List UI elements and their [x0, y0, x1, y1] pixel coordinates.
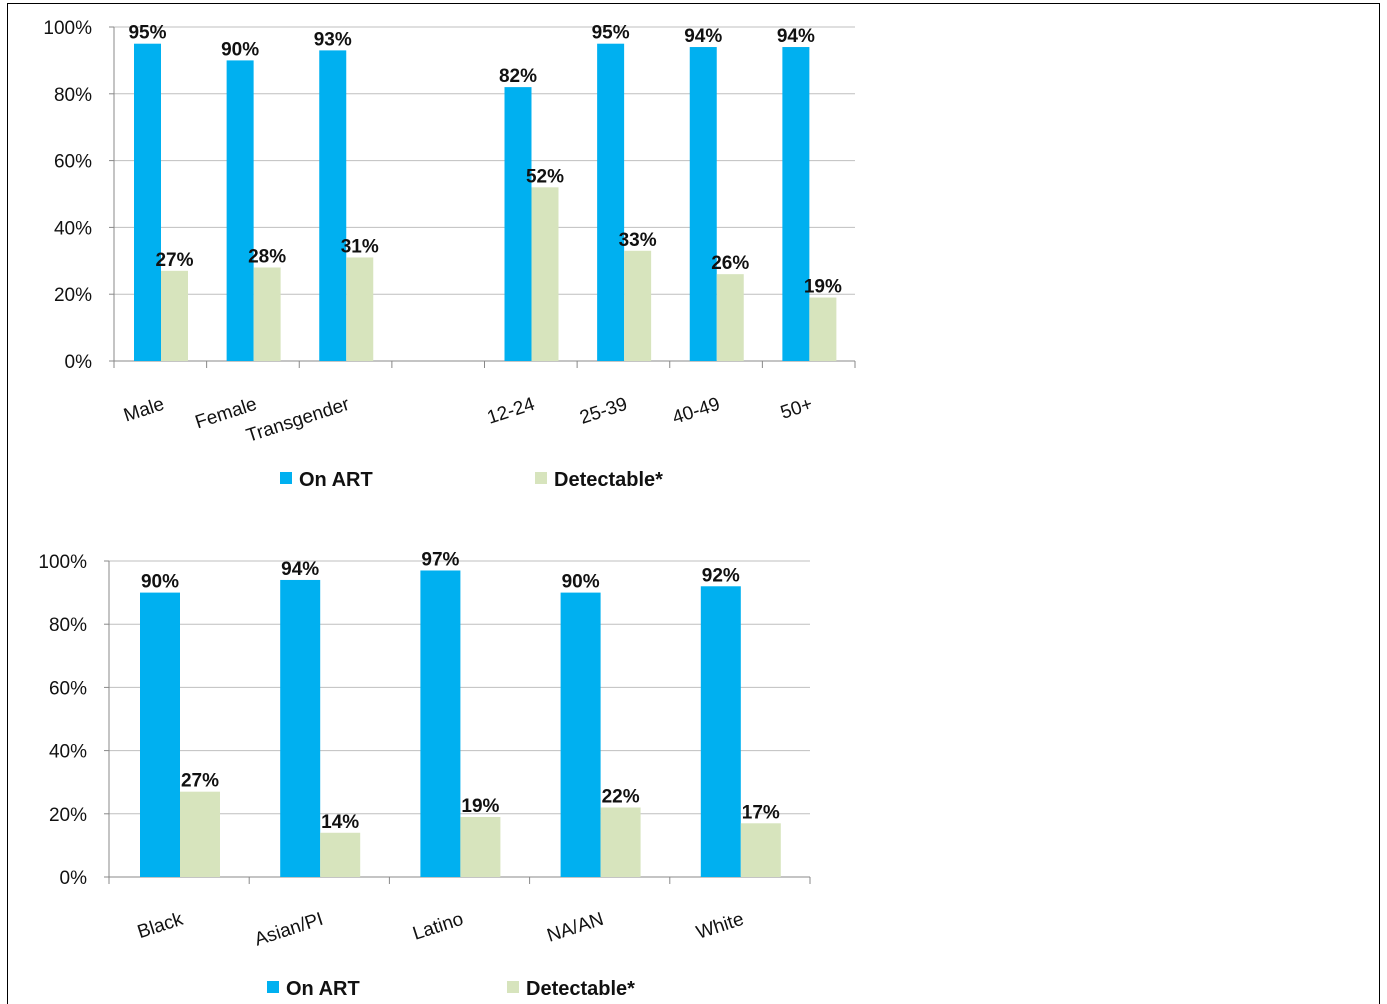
category-label: Male	[121, 394, 167, 427]
bar-on-art	[560, 592, 601, 877]
bar-detectable	[600, 807, 641, 877]
data-label: 95%	[592, 23, 630, 44]
category-label: Asian/PI	[252, 909, 326, 951]
data-label: 90%	[141, 572, 179, 593]
data-label: 93%	[314, 29, 352, 50]
y-tick-label: 100%	[43, 18, 92, 39]
bar-detectable	[161, 270, 188, 361]
data-label: 92%	[702, 565, 740, 586]
bar-detectable	[716, 274, 744, 361]
chart-1: 0% 20% 40% 60% 80% 100% 95% 90% 93% 82% 95% 94% 94% 2…	[43, 18, 856, 491]
bar-on-art	[504, 87, 532, 362]
category-label: NA/AN	[545, 909, 607, 947]
data-label: 97%	[421, 549, 459, 570]
data-label: 19%	[461, 796, 499, 817]
data-label: 14%	[321, 812, 359, 833]
bar-detectable	[460, 816, 501, 877]
legend-label: On ART	[299, 469, 373, 491]
data-label: 26%	[711, 253, 749, 274]
data-label: 28%	[248, 246, 286, 267]
data-label: 27%	[181, 771, 219, 792]
data-label: 90%	[562, 572, 600, 593]
bar-detectable	[253, 267, 281, 361]
bar-on-art	[597, 43, 625, 361]
data-label: 33%	[619, 230, 657, 251]
figure-frame	[7, 3, 1380, 1004]
data-label: 94%	[684, 26, 722, 47]
category-label: 12-24	[485, 394, 538, 429]
y-tick-label: 20%	[54, 285, 92, 306]
y-tick-label: 80%	[54, 85, 92, 106]
y-tick-label: 20%	[49, 805, 87, 826]
chart-2: 0% 20% 40% 60% 80% 100% 90% 94% 97% 90% 92% 27% 14% 1…	[38, 549, 811, 1000]
y-tick-label: 100%	[38, 552, 87, 573]
bar-on-art	[420, 570, 461, 877]
y-tick-label: 60%	[49, 678, 87, 699]
y-tick-label: 80%	[49, 615, 87, 636]
bar-on-art	[140, 592, 180, 877]
bar-detectable	[740, 823, 781, 877]
data-label: 22%	[602, 786, 640, 807]
data-label: 95%	[128, 23, 166, 44]
category-label: 50+	[778, 394, 815, 424]
bar-on-art	[134, 43, 161, 361]
data-label: 19%	[804, 277, 842, 298]
bar-detectable	[531, 187, 559, 361]
y-tick-label: 40%	[54, 218, 92, 239]
legend-label: Detectable*	[526, 978, 635, 1000]
data-label: 90%	[221, 39, 259, 60]
legend-label: On ART	[286, 978, 360, 1000]
category-label: Transgender	[244, 394, 353, 447]
legend-swatch-on-art	[280, 472, 292, 484]
bar-detectable	[624, 250, 652, 361]
y-tick-label: 40%	[49, 742, 87, 763]
data-label: 17%	[742, 802, 780, 823]
data-label: 52%	[526, 166, 564, 187]
legend-swatch-detectable	[507, 981, 519, 993]
data-label: 31%	[341, 236, 379, 257]
bar-on-art	[226, 60, 254, 362]
legend-swatch-on-art	[267, 981, 279, 993]
y-tick-label: 0%	[60, 868, 88, 889]
bar-on-art	[689, 47, 717, 361]
data-label: 94%	[281, 559, 319, 580]
bar-on-art	[700, 586, 741, 877]
y-tick-label: 0%	[65, 352, 93, 373]
y-tick-label: 60%	[54, 152, 92, 173]
bar-detectable	[320, 832, 361, 877]
bar-on-art	[782, 47, 810, 361]
bar-on-art	[319, 50, 347, 361]
data-label: 94%	[777, 26, 815, 47]
bar-detectable	[180, 791, 220, 877]
category-label: 25-39	[577, 394, 630, 429]
data-label: 27%	[155, 250, 193, 271]
category-label: White	[694, 909, 747, 944]
bar-detectable	[346, 257, 374, 361]
category-label: Black	[135, 909, 186, 943]
category-label: Latino	[410, 909, 466, 945]
legend-swatch-detectable	[535, 472, 547, 484]
bar-on-art	[280, 579, 321, 877]
legend-label: Detectable*	[554, 469, 663, 491]
category-label: 40-49	[670, 394, 723, 429]
data-label: 82%	[499, 66, 537, 87]
bar-detectable	[809, 297, 837, 361]
